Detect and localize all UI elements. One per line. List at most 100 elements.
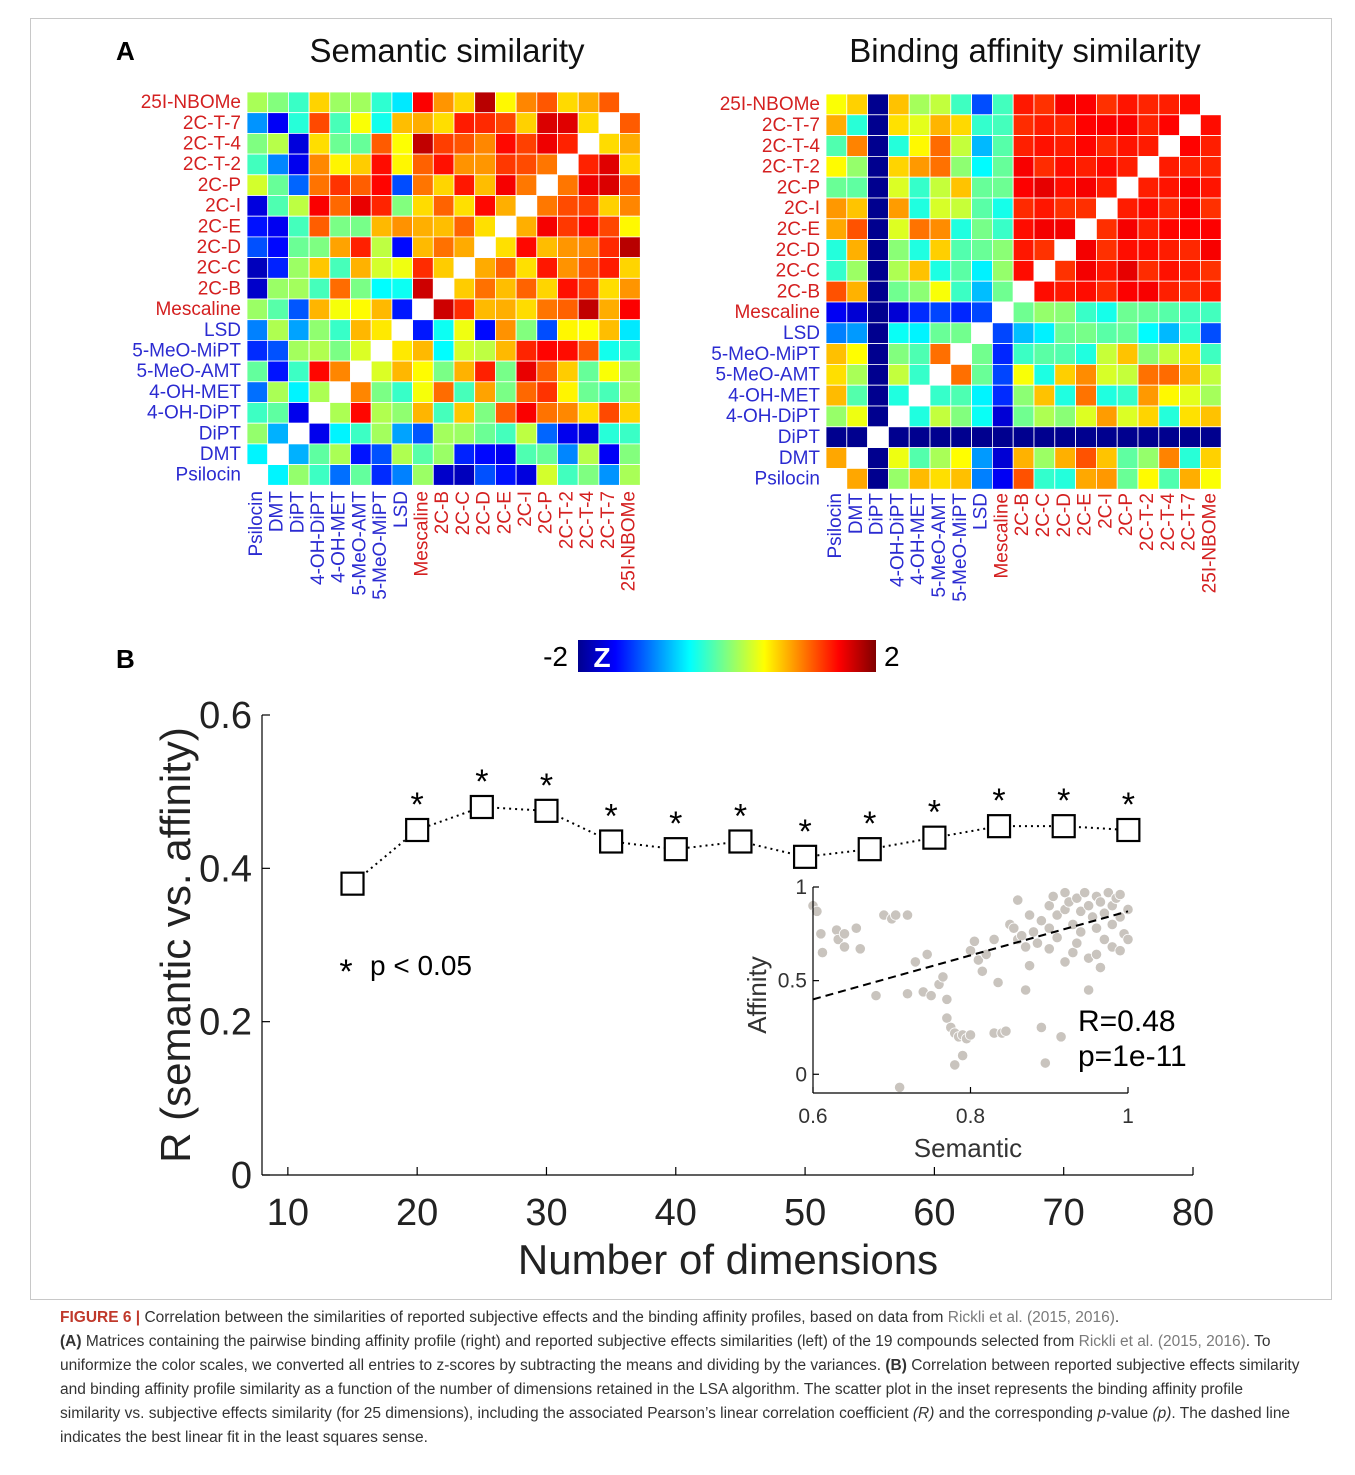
caption-r-symbol: (R) bbox=[912, 1405, 935, 1422]
heatmap-cell bbox=[412, 298, 434, 321]
heatmap-cell bbox=[1054, 135, 1077, 157]
scatter-point bbox=[1106, 918, 1118, 931]
heatmap-cell bbox=[1179, 93, 1201, 116]
heatmap-cell bbox=[846, 176, 868, 199]
heatmap-cell bbox=[971, 426, 993, 448]
heatmap-cell bbox=[908, 218, 931, 241]
heatmap-cell bbox=[308, 402, 331, 424]
heatmap-cell bbox=[888, 426, 910, 448]
heatmap-cell bbox=[1116, 322, 1139, 344]
heatmap-cell bbox=[992, 426, 1014, 448]
heatmap-cell bbox=[515, 91, 538, 114]
heatmap-cell bbox=[536, 443, 558, 465]
x-tick-label: 70 bbox=[1043, 1192, 1085, 1234]
heatmap-cell bbox=[867, 322, 889, 344]
heatmap-cell bbox=[1137, 467, 1160, 490]
citation-link-1[interactable]: Rickli et al. (2015, 2016) bbox=[947, 1309, 1115, 1326]
heatmap-cell bbox=[308, 298, 331, 321]
heatmap-cell bbox=[1137, 426, 1160, 448]
heatmap-cell bbox=[1096, 197, 1118, 220]
heatmap-cell bbox=[1200, 447, 1222, 469]
heatmap-cell bbox=[474, 360, 496, 383]
heatmap-cell bbox=[557, 298, 579, 321]
heatmap-cell bbox=[1096, 363, 1118, 386]
heatmap-cell bbox=[577, 319, 600, 341]
significance-star: * bbox=[411, 786, 424, 824]
heatmap-cell bbox=[908, 155, 931, 178]
heatmap-cell bbox=[453, 381, 476, 403]
heatmap-cell bbox=[950, 384, 972, 407]
heatmap-cell bbox=[1075, 155, 1097, 178]
data-point bbox=[405, 817, 430, 843]
heatmap-cell bbox=[619, 153, 641, 176]
citation-link-2[interactable]: Rickli et al. (2015, 2016) bbox=[1078, 1333, 1246, 1350]
heatmap-cell bbox=[867, 218, 889, 241]
heatmap-cell bbox=[536, 339, 558, 362]
heatmap-cell bbox=[1137, 155, 1160, 178]
heatmap-cell bbox=[867, 280, 889, 303]
scatter-point bbox=[949, 1059, 961, 1071]
scatter-point bbox=[1020, 941, 1032, 953]
scatter-point bbox=[901, 909, 914, 921]
heatmap-cell bbox=[1179, 135, 1201, 157]
column-label: 2C-B bbox=[1012, 493, 1033, 536]
row-label: 2C-I bbox=[784, 198, 820, 219]
scatter-point bbox=[988, 933, 1000, 946]
heatmap-cell bbox=[867, 197, 889, 220]
heatmap-cell bbox=[1158, 405, 1181, 428]
heatmap-cell bbox=[867, 114, 889, 137]
colorbar-max-label: 2 bbox=[884, 641, 900, 672]
heatmap-cell bbox=[267, 257, 289, 279]
heatmap-cell bbox=[1116, 343, 1139, 365]
heatmap-cell bbox=[971, 447, 993, 469]
scatter-point bbox=[1059, 956, 1071, 968]
row-label: 2C-T-2 bbox=[762, 157, 820, 178]
heatmap-cell bbox=[1012, 197, 1035, 220]
heatmap-cell bbox=[350, 402, 372, 424]
heatmap-cell bbox=[494, 443, 517, 465]
heatmap-cell bbox=[350, 298, 372, 321]
heatmap-cell bbox=[557, 91, 579, 114]
heatmap-cell bbox=[412, 443, 434, 465]
heatmap-cell bbox=[598, 153, 621, 176]
heatmap-cell bbox=[825, 239, 848, 261]
heatmap-cell bbox=[1179, 363, 1201, 386]
heatmap-cell bbox=[950, 155, 972, 178]
heatmap-cell bbox=[888, 93, 910, 116]
heatmap-cell bbox=[929, 93, 952, 116]
heatmap-cell bbox=[432, 195, 455, 217]
heatmap-cell bbox=[619, 112, 641, 134]
heatmap-cell bbox=[825, 176, 848, 199]
heatmap-cell bbox=[412, 422, 434, 445]
scatter-point bbox=[901, 988, 914, 1000]
heatmap-cell bbox=[825, 363, 848, 386]
heatmap-cell bbox=[950, 239, 972, 261]
heatmap-cell bbox=[908, 135, 931, 157]
heatmap-cell bbox=[350, 464, 372, 486]
panel-b-label: B bbox=[116, 644, 135, 674]
row-label: 2C-D bbox=[197, 237, 241, 258]
significance-star: * bbox=[734, 798, 747, 836]
heatmap-cell bbox=[1054, 239, 1077, 261]
heatmap-cell bbox=[1033, 301, 1056, 324]
heatmap-cell bbox=[1158, 467, 1181, 490]
heatmap-cell bbox=[557, 195, 579, 217]
scatter-point bbox=[972, 954, 984, 966]
data-point bbox=[663, 837, 688, 862]
heatmap-cell bbox=[619, 298, 641, 321]
heatmap-cell bbox=[867, 155, 889, 178]
heatmap-cell bbox=[1200, 259, 1222, 282]
caption-text-3a: Correlation between reported subjective … bbox=[60, 1357, 1300, 1422]
heatmap-cell bbox=[825, 259, 848, 282]
heatmap-cell bbox=[1137, 197, 1160, 220]
heatmap-cell bbox=[557, 132, 579, 155]
heatmap-cell bbox=[287, 236, 310, 258]
heatmap-cell bbox=[267, 298, 289, 321]
heatmap-cell bbox=[1054, 426, 1077, 448]
heatmap-cell bbox=[370, 360, 393, 383]
heatmap-cell bbox=[329, 153, 351, 176]
heatmap-cell bbox=[1116, 280, 1139, 303]
heatmap-cell bbox=[1054, 301, 1077, 324]
heatmap-cell bbox=[474, 422, 496, 445]
heatmap-cell bbox=[1033, 259, 1056, 282]
